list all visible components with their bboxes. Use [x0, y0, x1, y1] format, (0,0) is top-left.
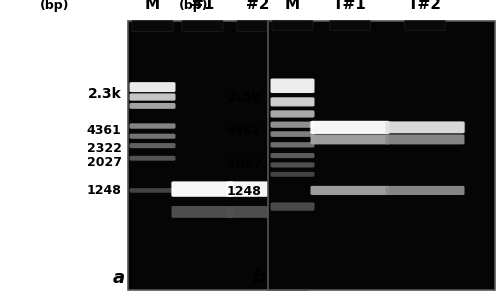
FancyBboxPatch shape — [130, 82, 176, 92]
FancyBboxPatch shape — [386, 186, 464, 195]
FancyBboxPatch shape — [270, 122, 314, 128]
Text: 4361: 4361 — [87, 124, 122, 137]
FancyBboxPatch shape — [384, 122, 466, 133]
FancyBboxPatch shape — [404, 20, 446, 30]
FancyBboxPatch shape — [130, 123, 176, 129]
FancyBboxPatch shape — [270, 131, 314, 137]
FancyBboxPatch shape — [226, 181, 288, 197]
Text: (bp): (bp) — [179, 0, 208, 12]
Bar — [128, 21, 308, 290]
Text: 2027: 2027 — [226, 158, 262, 171]
Text: 4361: 4361 — [227, 124, 262, 137]
FancyBboxPatch shape — [310, 186, 390, 195]
FancyBboxPatch shape — [270, 110, 314, 118]
FancyBboxPatch shape — [226, 181, 289, 197]
FancyBboxPatch shape — [226, 182, 288, 196]
FancyBboxPatch shape — [330, 20, 370, 30]
Text: 2322: 2322 — [86, 142, 122, 155]
FancyBboxPatch shape — [270, 172, 314, 177]
Text: 2.3k: 2.3k — [88, 87, 122, 101]
FancyBboxPatch shape — [386, 121, 464, 133]
Text: T#1: T#1 — [333, 0, 367, 12]
Text: #2: #2 — [246, 0, 269, 12]
FancyBboxPatch shape — [386, 122, 464, 133]
FancyBboxPatch shape — [130, 143, 176, 148]
FancyBboxPatch shape — [172, 182, 234, 196]
Text: b: b — [252, 269, 265, 287]
FancyBboxPatch shape — [385, 122, 465, 133]
Text: 2.3k: 2.3k — [228, 89, 262, 103]
FancyBboxPatch shape — [270, 78, 314, 93]
FancyBboxPatch shape — [226, 181, 290, 197]
FancyBboxPatch shape — [170, 181, 234, 197]
FancyBboxPatch shape — [130, 103, 176, 109]
FancyBboxPatch shape — [132, 20, 173, 32]
Text: (bp): (bp) — [40, 0, 70, 12]
FancyBboxPatch shape — [130, 188, 176, 193]
Text: #1: #1 — [191, 0, 214, 12]
FancyBboxPatch shape — [270, 142, 314, 148]
FancyBboxPatch shape — [182, 20, 223, 32]
FancyBboxPatch shape — [310, 121, 390, 134]
Text: M: M — [285, 0, 300, 12]
FancyBboxPatch shape — [270, 203, 314, 211]
FancyBboxPatch shape — [172, 181, 234, 197]
FancyBboxPatch shape — [172, 206, 234, 218]
FancyBboxPatch shape — [270, 153, 314, 158]
FancyBboxPatch shape — [270, 97, 314, 106]
Text: 1248: 1248 — [226, 185, 262, 198]
FancyBboxPatch shape — [130, 134, 176, 139]
FancyBboxPatch shape — [270, 162, 314, 167]
Text: 1248: 1248 — [86, 184, 122, 197]
FancyBboxPatch shape — [272, 20, 313, 30]
Text: T#2: T#2 — [408, 0, 442, 12]
FancyBboxPatch shape — [130, 156, 176, 161]
FancyBboxPatch shape — [386, 135, 464, 145]
FancyBboxPatch shape — [310, 121, 390, 134]
FancyBboxPatch shape — [237, 20, 278, 32]
FancyBboxPatch shape — [310, 121, 390, 134]
FancyBboxPatch shape — [310, 135, 390, 145]
FancyBboxPatch shape — [310, 121, 390, 134]
FancyBboxPatch shape — [226, 206, 288, 218]
Bar — [268, 21, 495, 290]
Text: M: M — [145, 0, 160, 12]
Text: 2027: 2027 — [86, 156, 122, 169]
Text: a: a — [113, 269, 125, 287]
FancyBboxPatch shape — [130, 93, 176, 101]
FancyBboxPatch shape — [171, 181, 234, 197]
